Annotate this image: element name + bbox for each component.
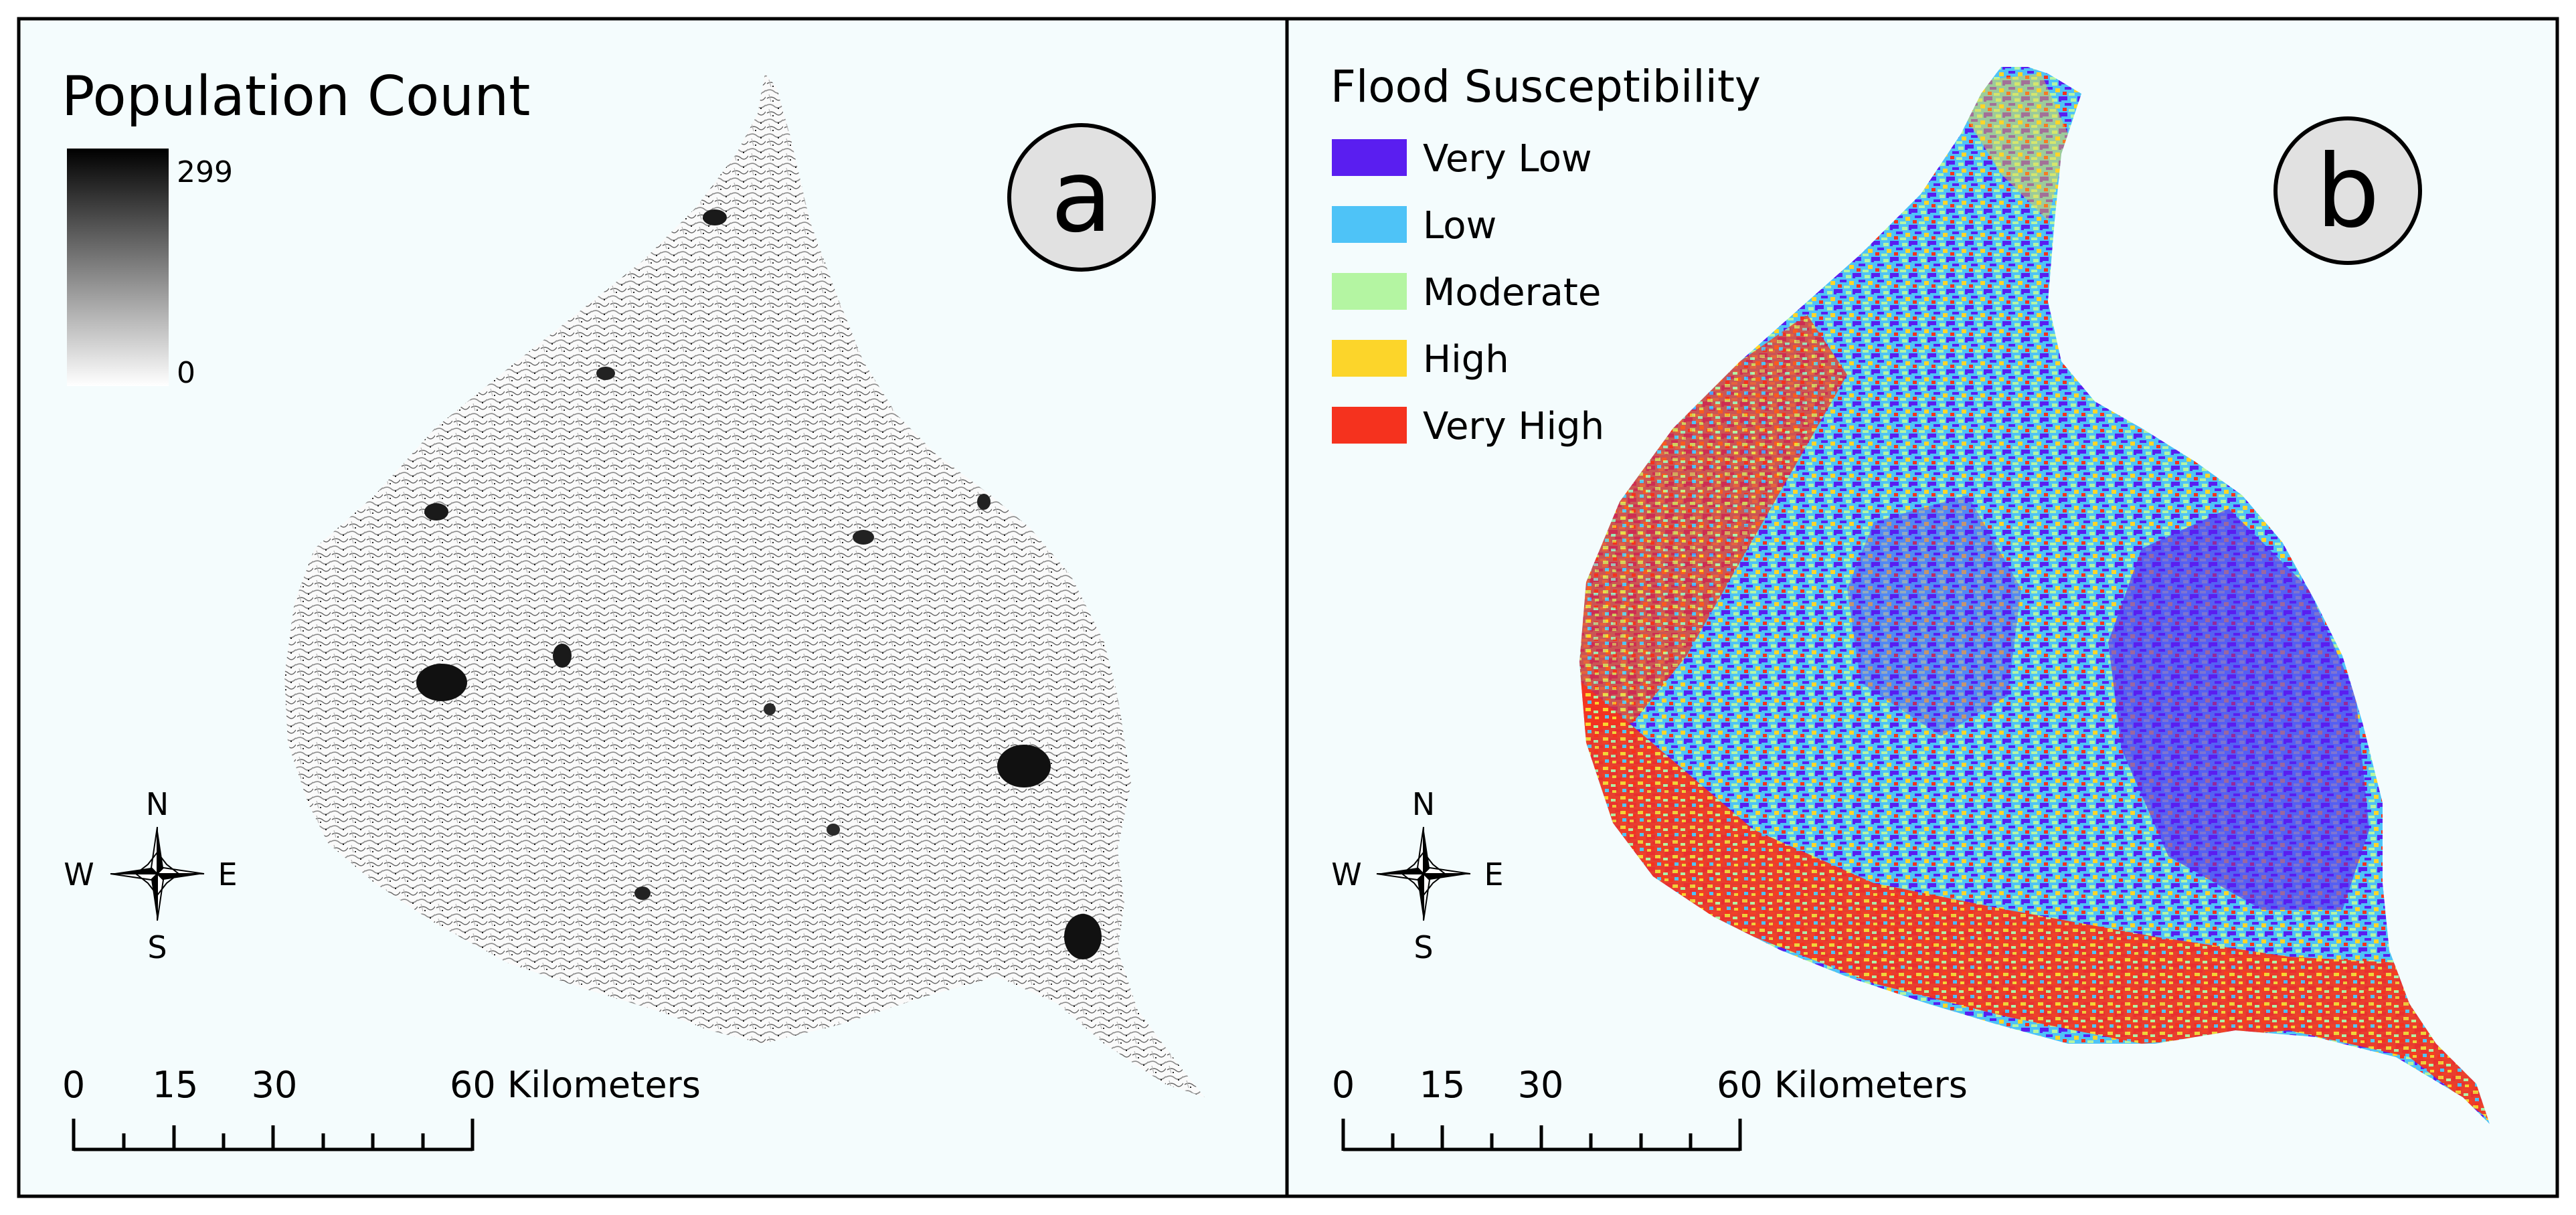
panel-a-badge: a [1007,123,1156,272]
legend-label: Low [1423,204,1496,248]
scalebar-b: 0 15 30 60 Kilometers [1332,1064,1968,1151]
north-arrow-a: N S E W [64,786,237,965]
compass-s: S [1413,929,1433,965]
legend-title: Population Count [62,65,530,128]
flood-legend: Flood Susceptibility Very Low Low Modera… [1330,61,1761,448]
legend-label: High [1423,338,1509,381]
legend-item-very-high: Very High [1332,405,1604,448]
swatch-low [1332,206,1407,243]
scale-label-60: 60 Kilometers [450,1064,701,1106]
legend-item-very-low: Very Low [1332,137,1592,181]
panel-b-badge: b [2273,116,2422,265]
legend-label: Moderate [1423,271,1601,314]
north-arrow-b: N S E W [1331,786,1503,965]
panel-a: Population Count 299 0 a N S E W 0 15 30… [17,17,1289,1198]
compass-e: E [1484,856,1503,893]
legend-label: Very Low [1423,137,1592,181]
legend-title: Flood Susceptibility [1330,61,1761,112]
scale-label-15: 15 [153,1064,199,1106]
population-raster [284,74,1205,1097]
compass-n: N [1412,786,1435,822]
population-color-ramp [67,149,169,386]
compass-e: E [218,856,237,893]
scale-label-60: 60 Kilometers [1717,1064,1968,1106]
scalebar-a: 0 15 30 60 Kilometers [62,1064,701,1151]
panel-letter-a: a [1051,138,1112,255]
legend-item-high: High [1332,338,1509,381]
swatch-moderate [1332,273,1407,310]
population-legend: Population Count 299 0 [62,65,530,390]
scale-label-0: 0 [1332,1064,1355,1106]
settlement-clusters [416,209,1102,959]
swatch-very-low [1332,139,1407,176]
ramp-max-label: 299 [177,155,233,189]
ramp-min-label: 0 [177,356,195,390]
swatch-very-high [1332,407,1407,444]
compass-w: W [1331,856,1361,893]
scale-label-30: 30 [252,1064,298,1106]
compass-n: N [146,786,169,822]
compass-s: S [147,929,167,965]
panel-letter-b: b [2316,134,2379,250]
scale-label-15: 15 [1420,1064,1466,1106]
scale-label-30: 30 [1518,1064,1564,1106]
scale-label-0: 0 [62,1064,85,1106]
compass-w: W [64,856,94,893]
legend-item-low: Low [1332,204,1496,248]
swatch-high [1332,340,1407,377]
legend-item-moderate: Moderate [1332,271,1601,314]
panel-b: Flood Susceptibility Very Low Low Modera… [1285,17,2559,1198]
legend-label: Very High [1423,405,1604,448]
